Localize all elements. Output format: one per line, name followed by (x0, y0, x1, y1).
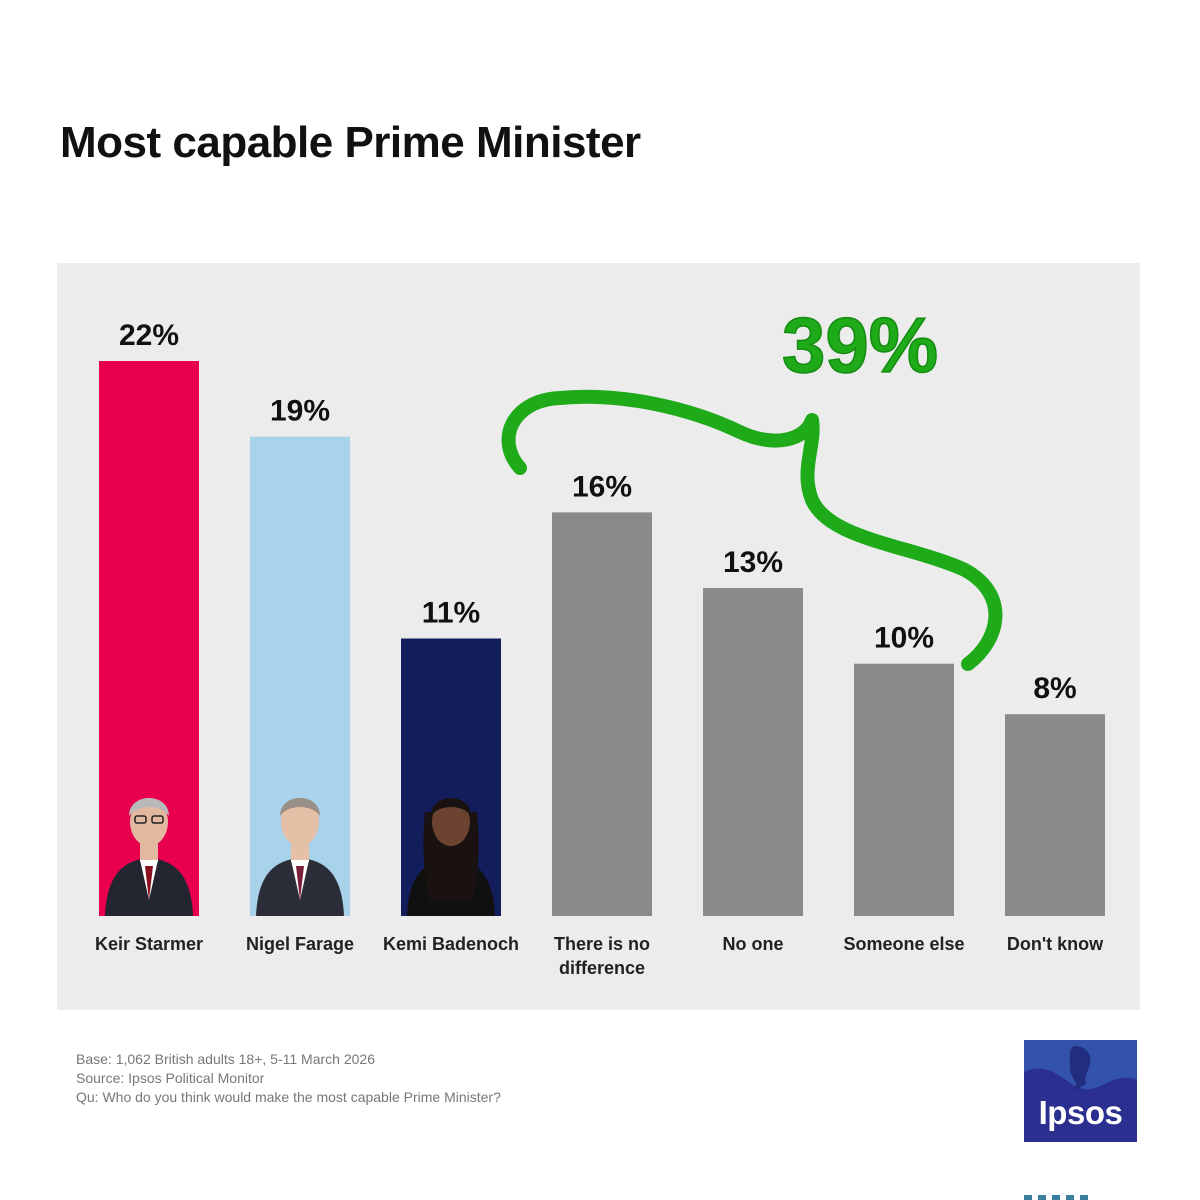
logo-face-icon (1024, 1040, 1137, 1090)
category-label-0: Keir Starmer (95, 934, 203, 954)
cropped-footer-mark (1024, 1188, 1134, 1200)
bar-3 (552, 512, 652, 916)
bar-5 (854, 663, 954, 916)
annotation-total-label: 39% (782, 301, 938, 389)
category-label-6: Don't know (1007, 934, 1104, 954)
portrait-badenoch-icon (401, 780, 501, 916)
value-labels-layer: 22% 19% 11% 16% 13% 10% 8% (119, 319, 1077, 705)
portraits-layer (99, 780, 501, 916)
bars-layer (99, 361, 1105, 916)
green-brace-annotation (501, 389, 1003, 671)
value-label-5: 10% (874, 622, 934, 655)
footnote-source: Source: Ipsos Political Monitor (76, 1070, 265, 1086)
footnote-question: Qu: Who do you think would make the most… (76, 1089, 501, 1105)
category-label-4: No one (723, 934, 784, 954)
bar-6 (1005, 714, 1105, 916)
value-label-4: 13% (723, 546, 783, 579)
value-label-3: 16% (572, 470, 632, 503)
footnotes: Base: 1,062 British adults 18+, 5-11 Mar… (76, 1050, 501, 1107)
value-label-0: 22% (119, 319, 179, 352)
category-label-1: Nigel Farage (246, 934, 354, 954)
category-label-5: Someone else (843, 934, 964, 954)
category-label-2: Kemi Badenoch (383, 934, 519, 954)
value-label-1: 19% (270, 395, 330, 428)
logo-text: Ipsos (1038, 1094, 1123, 1131)
category-label-3: There is no difference (554, 934, 650, 978)
value-label-2: 11% (422, 597, 480, 630)
footnote-base: Base: 1,062 British adults 18+, 5-11 Mar… (76, 1051, 375, 1067)
ipsos-logo: Ipsos (1024, 1040, 1137, 1142)
chart-title: Most capable Prime Minister (60, 118, 641, 167)
portrait-farage-icon (250, 780, 350, 916)
bar-4 (703, 588, 803, 916)
category-labels-layer: Keir Starmer Nigel Farage Kemi Badenoch The… (95, 934, 1104, 978)
value-label-6: 8% (1033, 672, 1076, 705)
portrait-starmer-icon (99, 780, 199, 916)
